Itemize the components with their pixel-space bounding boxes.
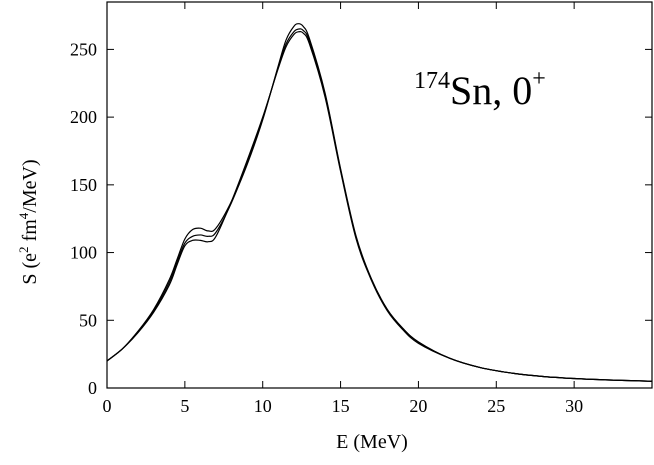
x-tick-label: 20 <box>409 396 427 416</box>
plot-frame <box>106 1 653 389</box>
x-tick-label: 5 <box>180 396 189 416</box>
y-axis-title-exp1: 2 <box>16 246 31 253</box>
y-axis-title-exp2: 4 <box>16 212 31 219</box>
x-tick-label: 0 <box>103 396 112 416</box>
y-tick-label: 200 <box>70 107 97 127</box>
x-tick-label: 30 <box>565 396 583 416</box>
series-line-1 <box>106 23 653 382</box>
annotation-text: Sn, 0 <box>450 68 532 113</box>
y-axis-title-prefix: S (e <box>19 253 41 285</box>
x-tick-label: 10 <box>254 396 272 416</box>
nucleus-annotation: 174Sn, 0+ <box>414 66 546 113</box>
y-axis-title-mid: fm <box>19 219 41 247</box>
y-tick-label: 150 <box>70 175 97 195</box>
annotation-mass-number: 174 <box>414 68 450 94</box>
y-axis-title-suffix: /MeV) <box>19 159 41 212</box>
x-tick-label: 25 <box>487 396 505 416</box>
x-tick-label: 15 <box>332 396 350 416</box>
annotation-superscript: + <box>532 66 546 92</box>
x-axis-title: E (MeV) <box>336 431 408 453</box>
y-tick-label: 250 <box>70 39 97 59</box>
y-tick-label: 0 <box>88 378 97 398</box>
series-lines <box>106 23 653 382</box>
axis-ticks: 0 5 10 15 20 25 30 0 50 100 150 200 250 <box>70 2 652 416</box>
y-axis-title: S (e2 fm4/MeV) <box>16 159 41 284</box>
series-line-3 <box>106 28 653 382</box>
y-tick-label: 100 <box>70 243 97 263</box>
y-tick-label: 50 <box>79 310 97 330</box>
series-line-2 <box>106 30 653 382</box>
plot-border <box>106 1 653 389</box>
